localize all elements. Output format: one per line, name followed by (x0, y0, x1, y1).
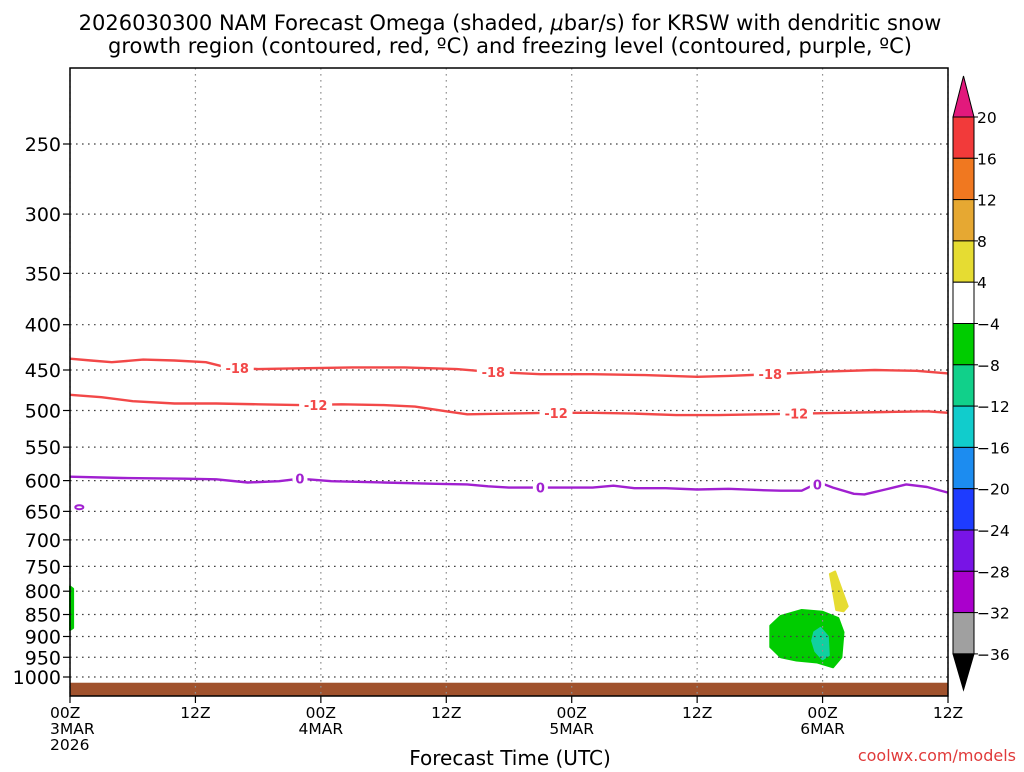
colorbar-label-8: −16 (977, 439, 1010, 457)
x-tick-label-6-1: 00Z (807, 704, 837, 722)
contour-label-bg-0-0 (220, 359, 254, 376)
x-tick-label-5-1: 12Z (682, 704, 712, 722)
contour-label-bg-1-2 (779, 405, 813, 422)
credit-text: coolwx.com/models (858, 746, 1016, 765)
x-tick-label-7-1: 12Z (933, 704, 963, 722)
colorbar-label-10: −24 (977, 522, 1010, 540)
contour-lines: -18 -18 -18 -12 -12 -12 0 0 0 (69, 357, 949, 511)
colorbar-segment-2 (952, 199, 975, 242)
contour-label-2-0: 0 (295, 473, 304, 488)
y-tick-label-250: 250 (25, 134, 61, 156)
x-axis-label: Forecast Time (UTC) (409, 746, 611, 768)
x-tick-label-0-2: 3MAR (50, 720, 95, 738)
chart-title-line-2: growth region (contoured, red, ºC) and f… (108, 34, 912, 58)
colorbar-segment-10 (952, 529, 975, 572)
plot-area (69, 68, 948, 696)
contour-label-2-1: 0 (536, 482, 545, 497)
colorbar-bottom-arrow (952, 653, 975, 692)
colorbar-segment-12 (952, 612, 975, 655)
grid-lines (69, 68, 949, 696)
contour-label-bg-0-2 (753, 366, 787, 383)
x-tick-label-0-1: 00Z (50, 704, 80, 722)
y-tick-label-300: 300 (25, 204, 61, 226)
y-tick-label-950: 950 (25, 647, 61, 669)
y-tick-label-850: 850 (25, 605, 61, 627)
chart-title-line-1: 2026030300 NAM Forecast Omega (shaded, μ… (79, 11, 942, 35)
contour-label-bg-2-2 (809, 476, 825, 493)
colorbar-segment-11 (952, 570, 975, 614)
y-tick-label-650: 650 (25, 501, 61, 523)
y-tick-label-350: 350 (25, 263, 61, 285)
contour-label-bg-0-1 (476, 363, 510, 380)
y-tick-label-500: 500 (25, 401, 61, 423)
colorbar-segment-0 (952, 116, 975, 159)
colorbar-label-1: 16 (977, 150, 997, 168)
y-tick-label-1000: 1000 (13, 667, 61, 689)
x-tick-label-3-1: 12Z (431, 704, 461, 722)
colorbar-label-0: 20 (977, 109, 997, 127)
colorbar-segment-3 (952, 240, 975, 283)
y-tick-label-450: 450 (25, 360, 61, 382)
colorbar-label-9: −20 (977, 481, 1010, 499)
small-freezing-contour (74, 504, 85, 511)
plot-frame (69, 67, 949, 697)
colorbar-label-3: 8 (977, 233, 987, 251)
colorbar-label-5: −4 (977, 316, 1000, 334)
contour-line-0 (69, 357, 949, 378)
y-axis: 2503003504004505005506006507007508008509… (13, 134, 70, 689)
colorbar-segment-9 (952, 488, 975, 531)
contour-label-0-2: -18 (759, 368, 783, 383)
omega-colorbar: 20 16 12 8 4 −4 −8 −12 −16 −20 −24 −28 −32 −36 (952, 75, 1010, 692)
colorbar-segment-4 (952, 281, 975, 325)
contour-line-2 (69, 475, 949, 496)
colorbar-segment-7 (952, 405, 975, 448)
contour-label-bg-1-1 (539, 404, 573, 421)
contour-label-bg-2-1 (532, 479, 548, 496)
x-tick-label-2-2: 4MAR (299, 720, 344, 738)
colorbar-segment-1 (952, 157, 975, 201)
contour-label-bg-2-0 (292, 470, 308, 487)
y-tick-label-900: 900 (25, 626, 61, 648)
omega--8-to--12-region (811, 626, 830, 661)
y-tick-label-600: 600 (25, 471, 61, 493)
contour-label-1-1: -12 (544, 407, 568, 422)
plot-background (70, 68, 948, 696)
colorbar-segment-8 (952, 446, 975, 490)
colorbar-segment-6 (952, 364, 975, 407)
colorbar-label-2: 12 (977, 192, 997, 210)
y-tick-label-800: 800 (25, 581, 61, 603)
contour-label-2-2: 0 (813, 479, 822, 494)
plot-border (69, 67, 949, 697)
x-tick-label-4-2: 5MAR (549, 720, 594, 738)
x-tick-label-6-2: 6MAR (800, 720, 845, 738)
colorbar-label-12: −32 (977, 605, 1010, 623)
x-tick-label-2-1: 00Z (306, 704, 336, 722)
colorbar-label-13: −36 (977, 646, 1010, 664)
contour-label-0-1: -18 (482, 366, 506, 381)
y-tick-label-400: 400 (25, 315, 61, 337)
terrain-ground (70, 682, 948, 696)
contour-label-1-2: -12 (785, 408, 809, 423)
colorbar-label-6: −8 (977, 357, 1000, 375)
colorbar-label-7: −12 (977, 398, 1010, 416)
y-tick-label-550: 550 (25, 437, 61, 459)
colorbar-segment-5 (952, 323, 975, 366)
x-tick-label-0-3: 2026 (50, 736, 89, 754)
contour-label-bg-1-0 (299, 396, 333, 413)
colorbar-top-arrow (952, 75, 975, 118)
y-tick-label-750: 750 (25, 556, 61, 578)
contour-label-0-0: -18 (225, 362, 249, 377)
contour-label-1-0: -12 (304, 399, 328, 414)
colorbar-label-4: 4 (977, 274, 987, 292)
x-tick-label-4-1: 00Z (557, 704, 587, 722)
colorbar-label-11: −28 (977, 563, 1010, 581)
y-tick-label-700: 700 (25, 530, 61, 552)
x-tick-label-1-1: 12Z (180, 704, 210, 722)
